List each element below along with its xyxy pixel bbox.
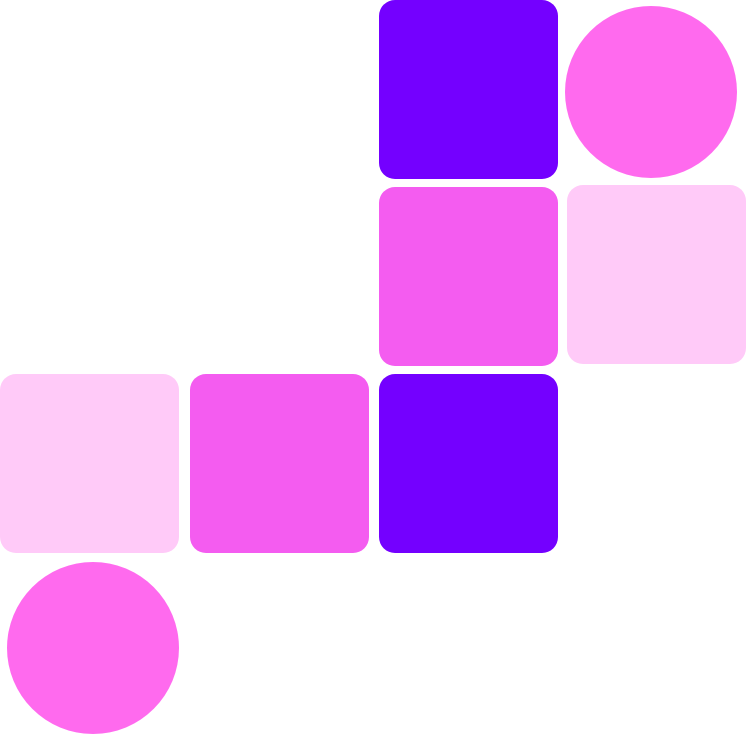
pink-circle-tile (565, 6, 737, 178)
magenta-square-tile (190, 374, 369, 553)
violet-square-tile (379, 0, 558, 179)
light-pink-square-tile (567, 185, 746, 364)
light-pink-square-tile (0, 374, 179, 553)
pink-circle-tile (7, 562, 179, 734)
violet-square-tile (379, 374, 558, 553)
magenta-square-tile (379, 187, 558, 366)
